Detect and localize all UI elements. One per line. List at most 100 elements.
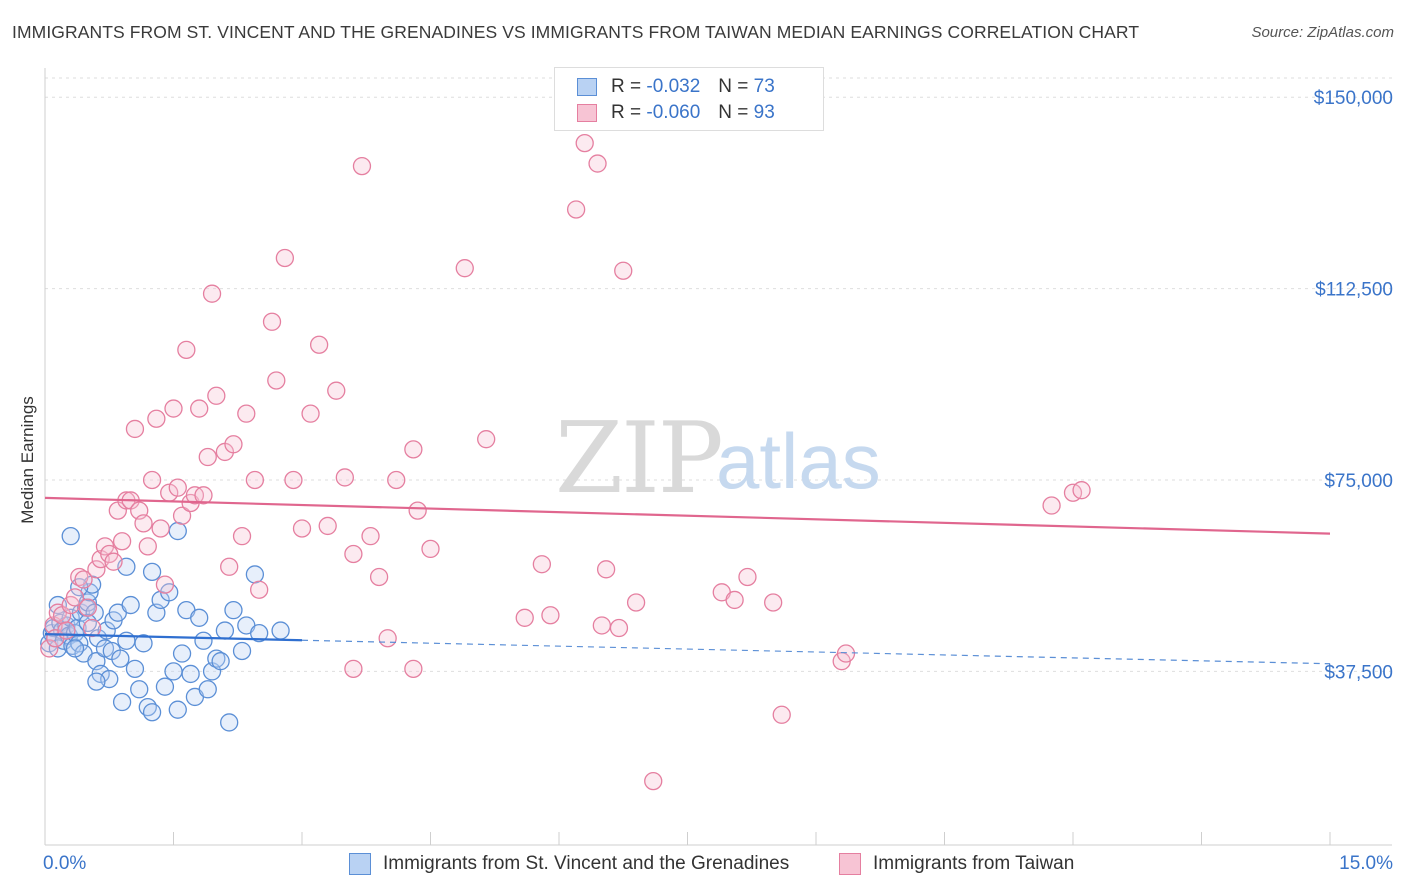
grid-layer (45, 77, 1392, 672)
point-taiwan (134, 514, 153, 533)
point-taiwan (404, 440, 423, 459)
point-taiwan (82, 618, 102, 638)
point-taiwan (369, 567, 389, 587)
bottom-legend-label-stvincent: Immigrants from St. Vincent and the Gren… (383, 853, 790, 874)
point-stvincent (215, 621, 235, 640)
point-stvincent (155, 677, 175, 696)
point-taiwan (275, 248, 295, 268)
trend-line-taiwan (44, 496, 1331, 535)
legend-swatch-stvincent (577, 78, 597, 96)
trend-line-stvincent (44, 633, 303, 642)
point-taiwan (57, 621, 76, 640)
bottom-legend-swatch-stvincent (349, 853, 371, 875)
point-taiwan (250, 580, 269, 599)
point-stvincent (220, 713, 239, 732)
point-stvincent (250, 623, 269, 643)
point-taiwan (764, 593, 783, 612)
legend-row-stvincent: R = -0.032 N = 73 (577, 75, 775, 99)
point-taiwan (614, 261, 633, 280)
trend-layer (44, 496, 1331, 665)
point-taiwan (172, 506, 192, 525)
point-stvincent (190, 608, 209, 627)
point-stvincent (142, 562, 162, 582)
x-tick-label: 0.0% (43, 853, 86, 874)
point-taiwan (262, 312, 282, 331)
point-stvincent (48, 595, 67, 615)
y-tick-label: $37,500 (1324, 662, 1393, 683)
point-stvincent (168, 700, 187, 719)
point-taiwan (515, 608, 534, 627)
point-taiwan (198, 447, 217, 467)
point-taiwan (125, 419, 145, 439)
point-taiwan (87, 560, 106, 579)
point-stvincent (111, 649, 130, 668)
point-stvincent (117, 631, 136, 650)
point-taiwan (309, 335, 329, 354)
point-stvincent (125, 659, 145, 678)
point-stvincent (121, 595, 140, 615)
point-taiwan (224, 435, 243, 454)
point-stvincent (232, 641, 252, 661)
point-stvincent (61, 526, 80, 546)
point-taiwan (344, 659, 363, 678)
point-taiwan (112, 532, 132, 551)
point-taiwan (202, 284, 222, 303)
point-taiwan (284, 470, 303, 490)
legend-r-value-stvincent: -0.032 (646, 76, 701, 97)
trend-line-stvincent-extension (301, 639, 1331, 665)
point-taiwan (335, 468, 354, 487)
y-tick-label: $150,000 (1314, 88, 1393, 109)
point-taiwan (575, 133, 594, 153)
point-taiwan (318, 516, 337, 536)
point-taiwan (147, 409, 166, 428)
point-taiwan (1072, 481, 1091, 500)
legend-n-value-stvincent: 73 (753, 76, 775, 97)
point-taiwan (477, 430, 496, 449)
bottom-legend-swatch-taiwan (839, 853, 861, 875)
point-stvincent (164, 662, 183, 681)
point-taiwan (644, 771, 663, 791)
point-taiwan (155, 575, 175, 594)
point-taiwan (164, 399, 183, 418)
legend-swatch-taiwan (577, 104, 597, 122)
point-taiwan (387, 470, 406, 490)
y-tick-label: $75,000 (1324, 471, 1393, 492)
legend-r-value-taiwan: -0.060 (646, 102, 701, 123)
point-taiwan (190, 399, 209, 418)
source-credit: Source: ZipAtlas.com (1251, 24, 1394, 41)
point-taiwan (772, 705, 791, 724)
point-taiwan (541, 606, 560, 625)
point-taiwan (151, 519, 170, 538)
point-taiwan (40, 639, 59, 658)
point-taiwan (232, 526, 252, 546)
point-stvincent (172, 644, 192, 663)
point-taiwan (626, 593, 646, 612)
point-taiwan (352, 156, 372, 176)
watermark-atlas: atlas (716, 417, 881, 505)
point-stvincent (211, 652, 230, 671)
point-stvincent (198, 680, 217, 699)
point-taiwan (421, 539, 440, 559)
bottom-legend-stvincent: Immigrants from St. Vincent and the Gren… (349, 851, 789, 877)
point-taiwan (532, 555, 552, 574)
point-taiwan (138, 537, 157, 556)
point-taiwan (168, 478, 187, 497)
point-taiwan (267, 371, 286, 390)
point-taiwan (245, 470, 265, 490)
point-taiwan (177, 340, 196, 359)
bottom-legend-label-taiwan: Immigrants from Taiwan (873, 853, 1075, 874)
y-tick-label: $112,500 (1315, 280, 1393, 301)
point-taiwan (592, 616, 611, 635)
bottom-legend-taiwan: Immigrants from Taiwan (839, 851, 1074, 877)
point-stvincent (224, 601, 243, 620)
point-taiwan (74, 570, 93, 589)
point-taiwan (220, 557, 239, 576)
point-stvincent (112, 692, 132, 712)
point-taiwan (588, 154, 607, 173)
point-stvincent (87, 672, 106, 691)
point-taiwan (566, 200, 586, 219)
point-stvincent (245, 565, 265, 584)
point-stvincent (181, 664, 200, 684)
point-stvincent (68, 618, 87, 638)
point-taiwan (194, 486, 213, 505)
